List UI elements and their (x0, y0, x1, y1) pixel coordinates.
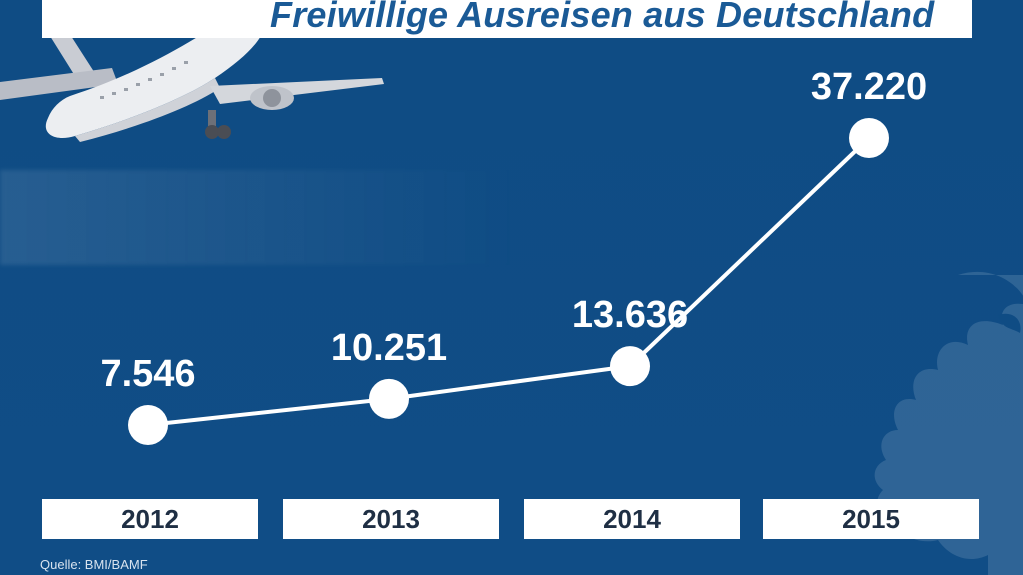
title-banner (42, 0, 972, 38)
category-label-2013: 2013 (283, 499, 499, 539)
data-point-2014 (610, 346, 650, 387)
category-label-2012: 2012 (42, 499, 258, 539)
category-label-2014: 2014 (524, 499, 740, 539)
series-line (147, 136, 871, 427)
category-label-2015: 2015 (763, 499, 979, 539)
runway-haze (0, 170, 520, 265)
airplane-icon (0, 10, 384, 142)
data-label-2014: 13.636 (571, 294, 689, 337)
data-point-2015 (849, 118, 889, 158)
chart-title: Freiwillige Ausreisen aus Deutschland (270, 0, 935, 35)
data-label-2012: 7.546 (100, 353, 196, 395)
data-label-2013: 10.251 (330, 326, 448, 369)
data-point-2013 (369, 378, 409, 419)
source-note: Quelle: BMI/BAMF (40, 557, 148, 572)
data-point-2012 (128, 405, 168, 445)
data-label-2015: 37.220 (810, 66, 928, 108)
